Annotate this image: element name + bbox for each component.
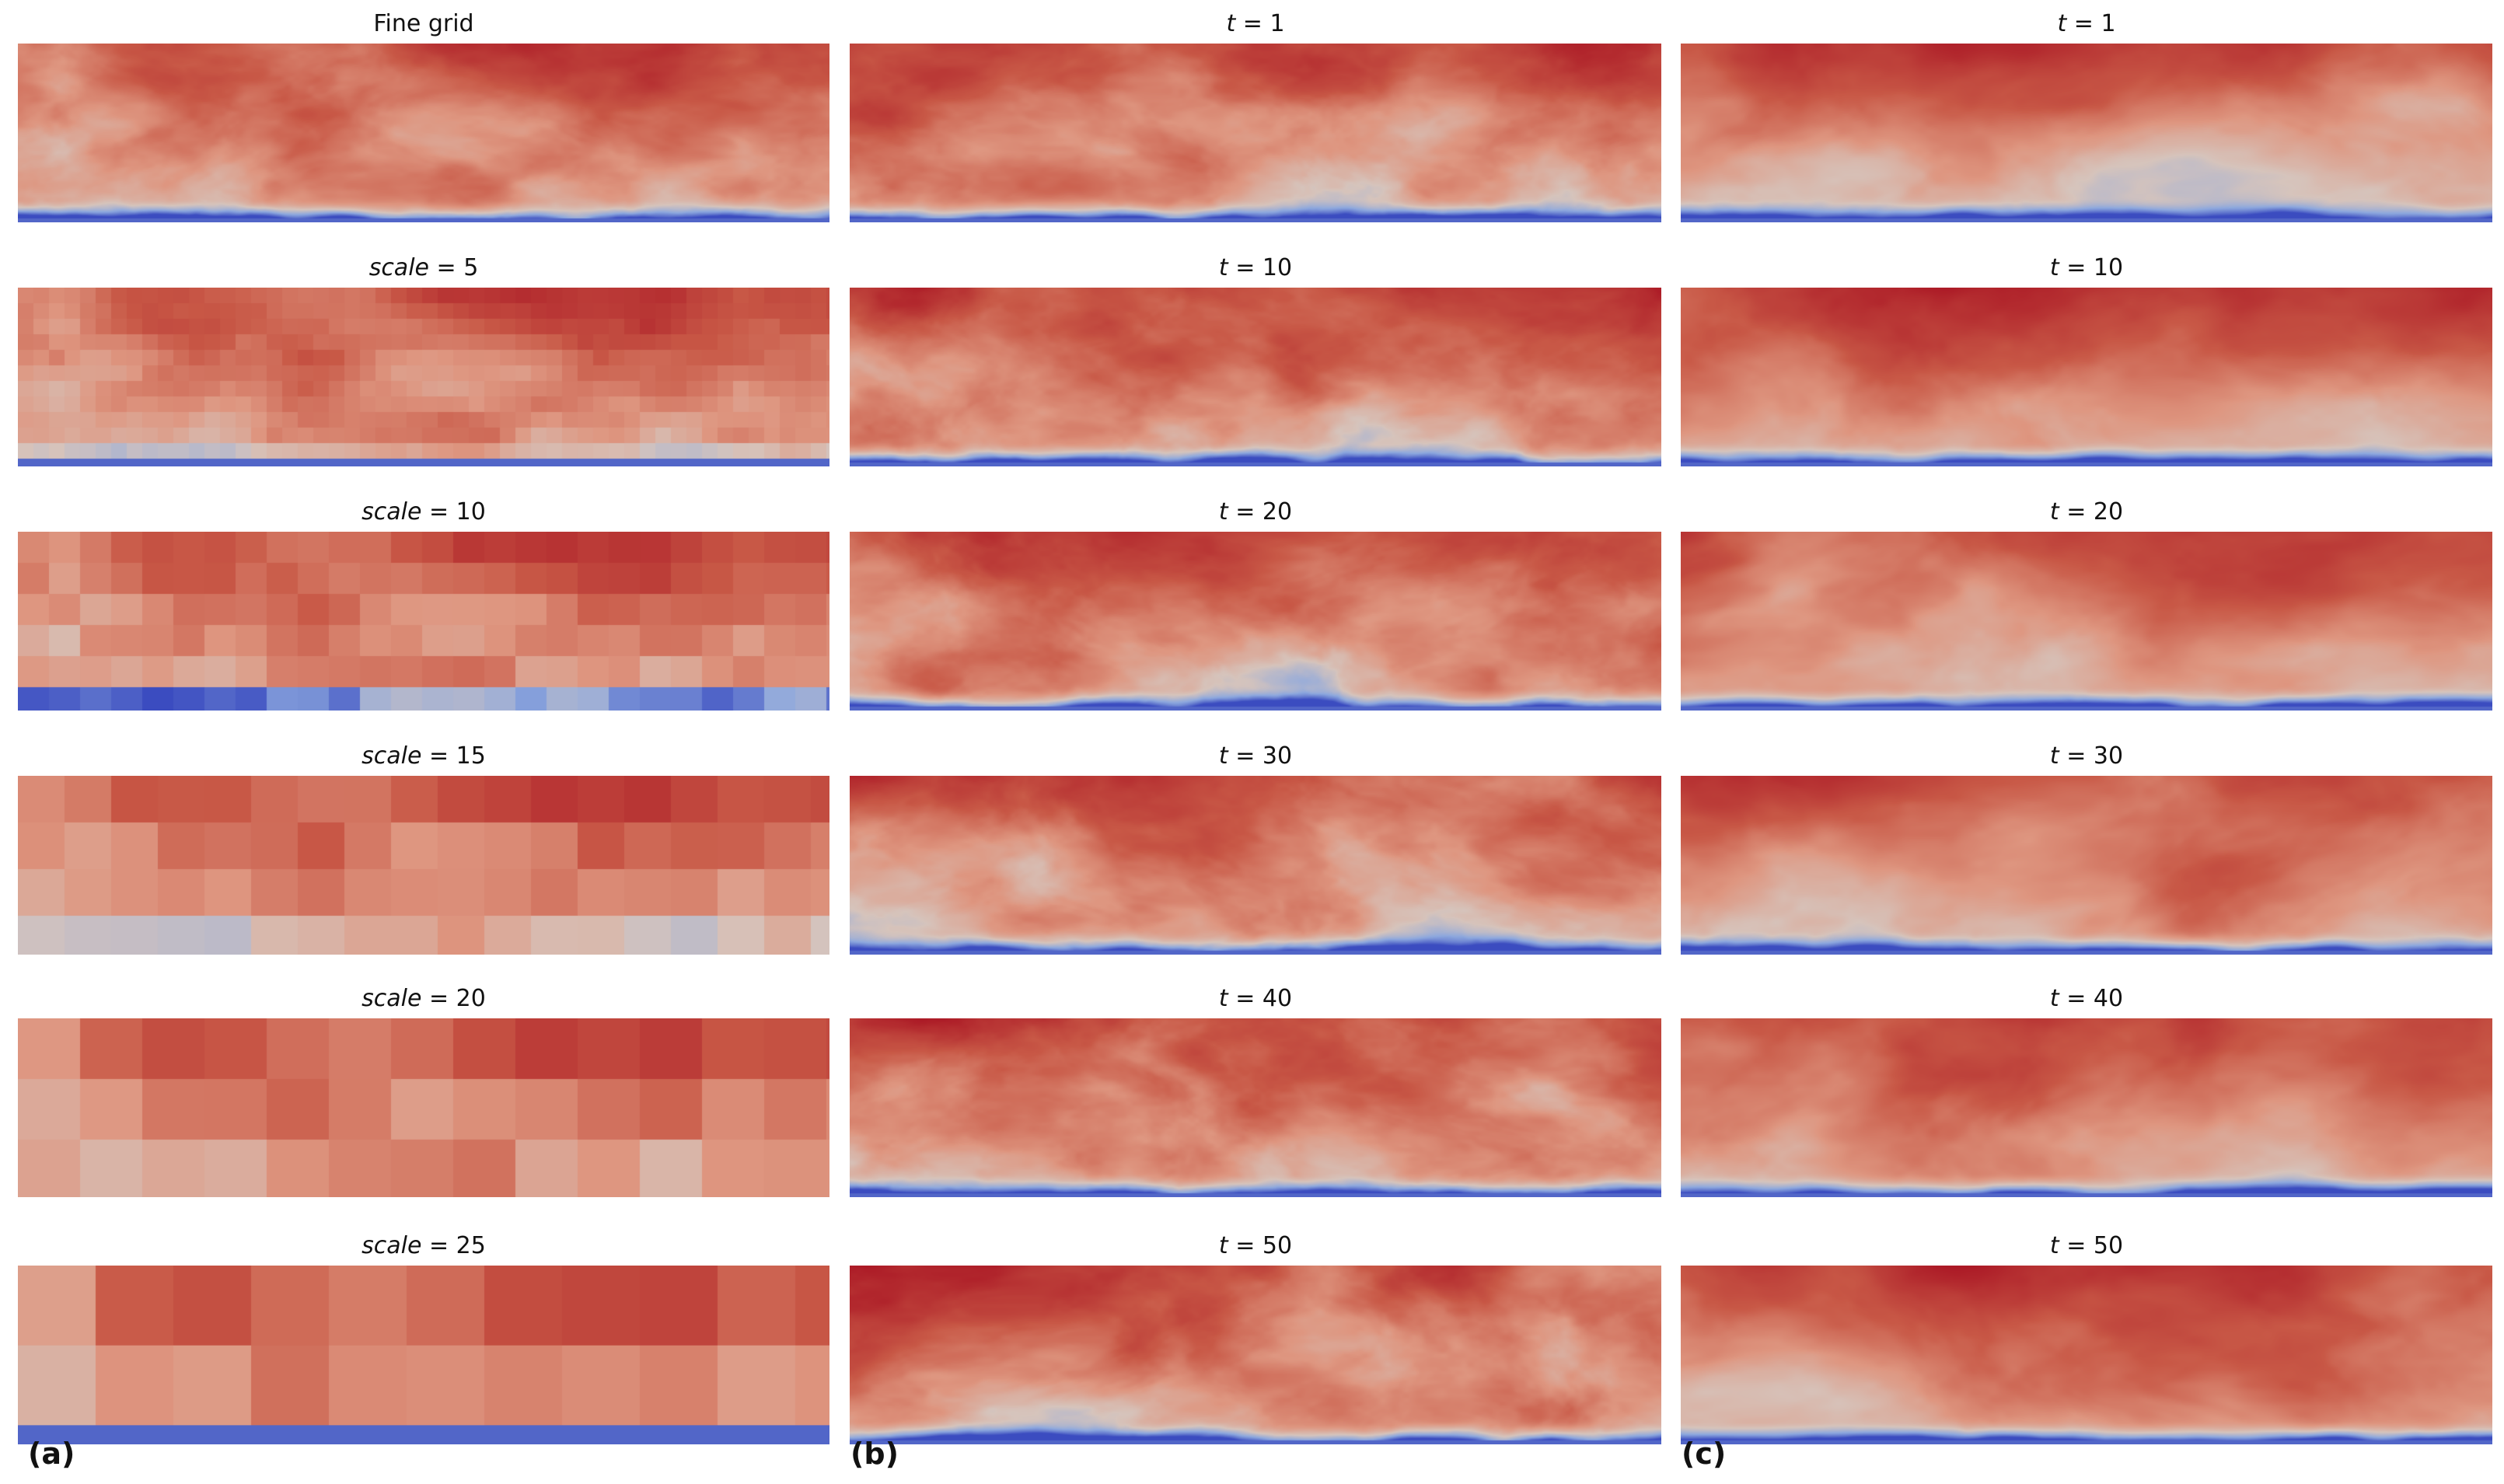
- flow-field-image: [1681, 532, 2492, 711]
- flow-field-image: [18, 44, 829, 222]
- flow-field-image: [850, 776, 1661, 955]
- flow-field-image: [1681, 776, 2492, 955]
- panel-title: t = 10: [1218, 254, 1293, 281]
- panel-title: scale = 5: [368, 254, 479, 281]
- panel-title: scale = 25: [361, 1232, 486, 1259]
- flow-field-image: [1681, 1018, 2492, 1197]
- flow-field-image: [850, 288, 1661, 466]
- panel-title: t = 1: [2057, 10, 2116, 37]
- flow-field-image: [850, 532, 1661, 711]
- panel-title: t = 10: [2049, 254, 2124, 281]
- subfigure-label-b: (b): [850, 1437, 899, 1471]
- panel-title: t = 40: [2049, 985, 2124, 1012]
- panel-title: t = 30: [1218, 742, 1293, 770]
- panel-title: scale = 15: [361, 742, 486, 770]
- panel-title: t = 30: [2049, 742, 2124, 770]
- flow-field-image: [1681, 44, 2492, 222]
- panel-title: t = 20: [1218, 498, 1293, 526]
- flow-field-image: [18, 288, 829, 466]
- subfigure-label-c: (c): [1682, 1437, 1727, 1471]
- flow-field-image: [1681, 1266, 2492, 1444]
- flow-field-image: [850, 1018, 1661, 1197]
- flow-field-image: [850, 44, 1661, 222]
- panel-title: scale = 10: [361, 498, 486, 526]
- panel-title: t = 1: [1226, 10, 1285, 37]
- panel-title: t = 40: [1218, 985, 1293, 1012]
- panel-title: Fine grid: [373, 10, 474, 37]
- flow-field-image: [18, 776, 829, 955]
- flow-field-image: [1681, 288, 2492, 466]
- panel-title: t = 20: [2049, 498, 2124, 526]
- flow-field-image: [18, 1266, 829, 1444]
- flow-field-image: [18, 532, 829, 711]
- panel-title: scale = 20: [361, 985, 486, 1012]
- subfigure-label-a: (a): [28, 1437, 75, 1471]
- flow-field-image: [850, 1266, 1661, 1444]
- panel-title: t = 50: [1218, 1232, 1293, 1259]
- panel-title: t = 50: [2049, 1232, 2124, 1259]
- flow-field-image: [18, 1018, 829, 1197]
